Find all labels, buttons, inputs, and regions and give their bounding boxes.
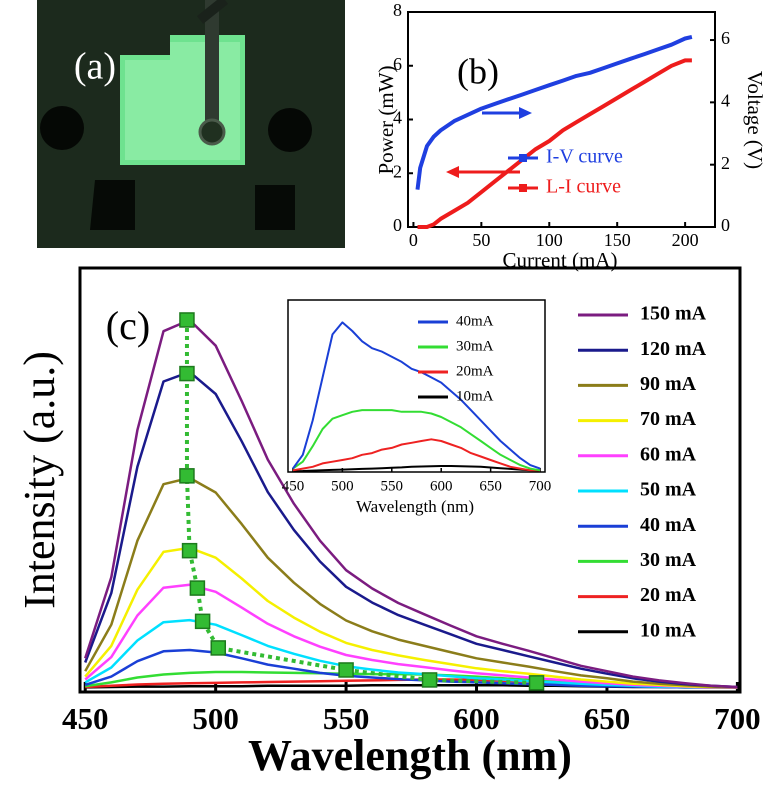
series-line — [292, 321, 541, 470]
y-tick-label: 8 — [393, 0, 402, 20]
y2-tick-label: 2 — [721, 153, 730, 173]
panel-label: (a) — [74, 46, 116, 88]
legend-label: 20 mA — [640, 584, 697, 606]
series-line — [292, 409, 541, 472]
x-tick-label: 700 — [714, 701, 761, 736]
y-axis-label: Power (mW) — [374, 65, 398, 174]
x-tick-label: 150 — [604, 230, 631, 250]
x-axis-label: Wavelength (nm) — [356, 497, 474, 516]
x-tick-label: 500 — [192, 701, 239, 736]
x-tick-label: 450 — [62, 701, 109, 736]
peak-marker — [528, 675, 545, 691]
peak-marker — [189, 580, 206, 596]
x-tick-label: 550 — [381, 478, 404, 494]
arrow-head — [446, 166, 459, 178]
photo-pad — [255, 185, 295, 230]
y2-tick-label: 0 — [721, 215, 730, 235]
y-tick-label: 6 — [393, 54, 402, 74]
legend-marker — [519, 184, 527, 192]
series-line — [415, 34, 693, 190]
y-axis-label: Intensity (a.u.) — [15, 351, 64, 609]
peak-marker — [179, 468, 195, 484]
panel-label: (c) — [106, 303, 150, 348]
x-tick-label: 450 — [282, 478, 305, 494]
x-tick-label: 650 — [479, 478, 502, 494]
peak-marker — [179, 312, 195, 328]
series-line — [292, 438, 541, 472]
legend-label: 50 mA — [640, 479, 697, 501]
panel-label: (b) — [457, 51, 499, 91]
legend-label: 20mA — [456, 363, 494, 379]
legend-label: 10mA — [456, 388, 494, 404]
photo-pad — [90, 180, 135, 230]
legend-label: L-I curve — [546, 176, 621, 198]
y-tick-label: 4 — [393, 108, 402, 128]
x-axis-label: Wavelength (nm) — [248, 731, 572, 780]
peak-marker — [421, 672, 438, 688]
peak-marker — [181, 542, 198, 559]
legend-label: 30 mA — [640, 549, 697, 571]
peak-line — [184, 319, 537, 685]
x-tick-label: 50 — [472, 230, 490, 250]
photo-hole — [268, 108, 312, 152]
peak-marker — [338, 662, 354, 678]
plot-frame — [78, 266, 742, 694]
photo: (a) — [37, 0, 345, 248]
x-tick-label: 600 — [453, 701, 500, 736]
y2-tick-label: 4 — [721, 90, 730, 110]
x-tick-label: 200 — [672, 230, 699, 250]
photo-probe-tip — [198, 118, 226, 146]
x-tick-label: 0 — [409, 230, 418, 250]
y-tick-label: 2 — [393, 161, 402, 181]
y2-axis-label: Voltage (V) — [743, 71, 767, 169]
legend-label: 70 mA — [640, 408, 697, 430]
x-tick-label: 500 — [331, 478, 354, 494]
legend-marker — [519, 154, 527, 162]
series-line — [417, 58, 692, 229]
y2-tick-label: 6 — [721, 28, 730, 48]
peak-marker — [210, 640, 227, 656]
peak-marker — [179, 365, 195, 382]
legend-label: 10 mA — [640, 619, 697, 641]
photo-probe — [196, 0, 229, 24]
legend-label: 30mA — [456, 338, 494, 354]
legend-label: I-V curve — [546, 146, 623, 168]
legend-label: 90 mA — [640, 373, 697, 395]
legend-label: 150 mA — [640, 303, 707, 325]
x-tick-label: 600 — [430, 478, 453, 494]
peak-marker — [194, 613, 211, 630]
legend-label: 40 mA — [640, 514, 697, 536]
y-tick-label: 0 — [393, 215, 402, 235]
photo-hole — [40, 106, 84, 150]
x-tick-label: 700 — [529, 478, 552, 494]
x-tick-label: 550 — [323, 701, 370, 736]
legend-label: 120 mA — [640, 338, 707, 360]
legend-label: 60 mA — [640, 443, 697, 465]
arrow-head — [519, 107, 532, 119]
x-tick-label: 650 — [584, 701, 631, 736]
x-tick-label: 100 — [536, 230, 563, 250]
series-line — [292, 465, 541, 473]
legend-label: 40mA — [456, 313, 494, 329]
